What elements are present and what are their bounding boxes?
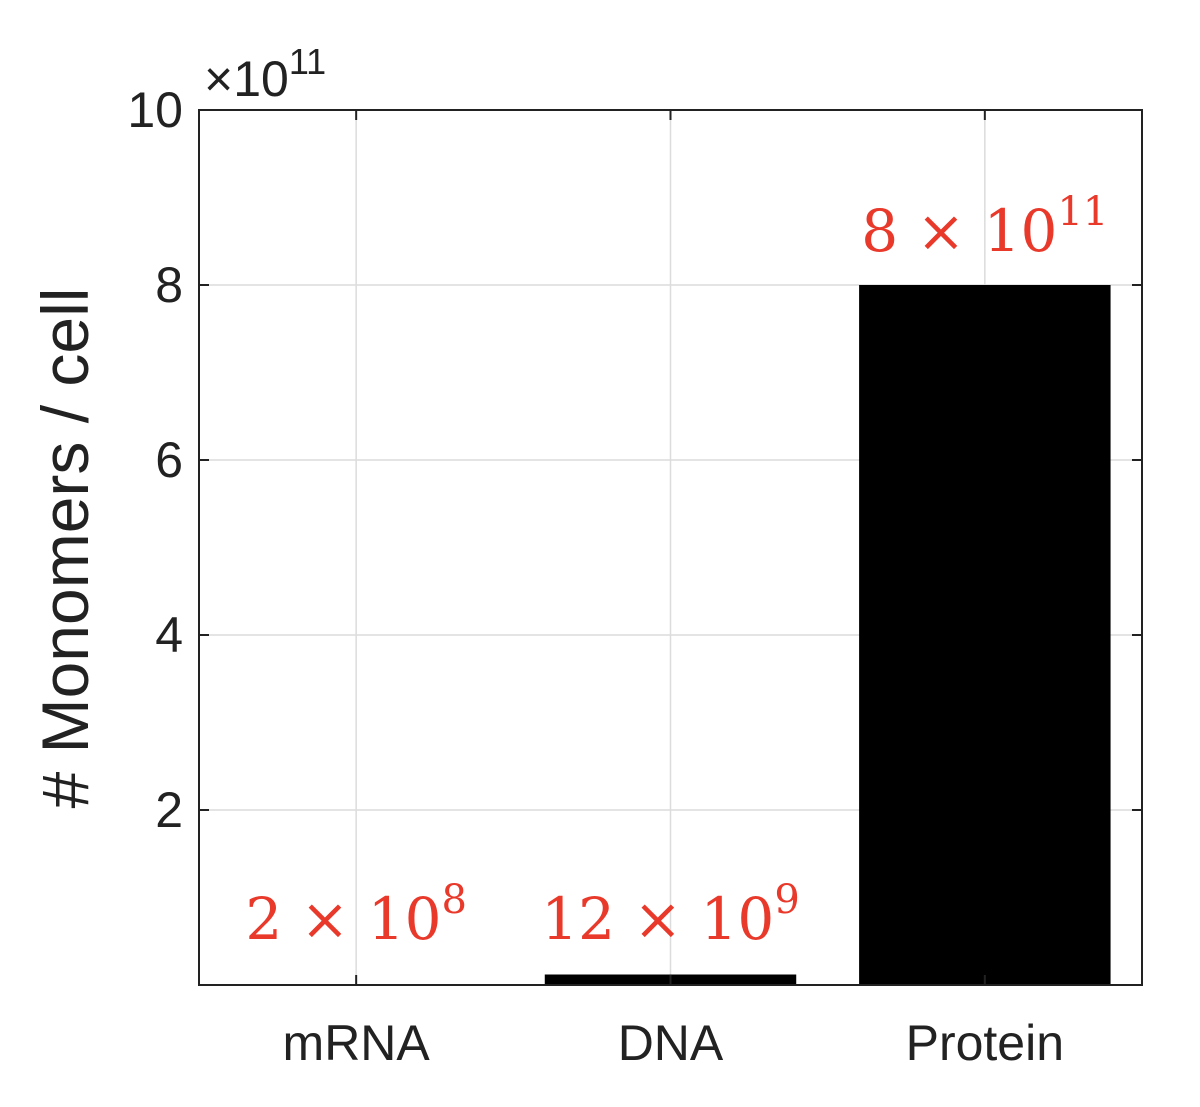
y-axis-label: # Monomers / cell (28, 288, 102, 809)
x-tick-label: Protein (906, 1015, 1064, 1071)
data-label: 8 × 1011 (861, 189, 1108, 265)
label-layer: mRNA DNA Protein 2 4 6 8 10 2 × 108 12 × 109 8 × 1… (127, 82, 1108, 1071)
y-axis-exponent-label: ×1011 (204, 41, 326, 107)
exponent-power: 11 (289, 41, 326, 82)
x-tick-label: DNA (618, 1015, 724, 1071)
data-label: 2 × 108 (245, 877, 467, 953)
exponent-mult: × (204, 51, 233, 107)
bar-protein (859, 285, 1111, 985)
y-tick-label: 4 (155, 607, 183, 663)
y-tick-label: 10 (127, 82, 183, 138)
y-tick-label: 6 (155, 432, 183, 488)
tick-layer (199, 109, 1142, 985)
y-tick-label: 2 (155, 782, 183, 838)
grid-layer (199, 110, 1142, 985)
data-label: 12 × 109 (541, 877, 800, 953)
x-tick-label: mRNA (283, 1015, 431, 1071)
bar-layer (230, 285, 1111, 985)
exponent-base: 10 (233, 51, 289, 107)
y-tick-label: 8 (155, 257, 183, 313)
